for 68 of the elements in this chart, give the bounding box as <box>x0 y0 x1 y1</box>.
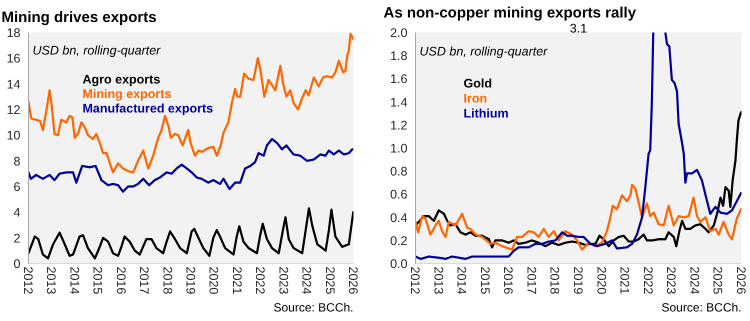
y-tick-label: 1.4 <box>390 95 408 110</box>
y-tick-label: 0 <box>14 257 21 271</box>
y-tick-label: 10 <box>6 128 21 143</box>
y-tick-label: 14 <box>6 77 21 92</box>
x-tick-label: 2025 <box>322 266 337 294</box>
x-tick-label: 2017 <box>524 266 538 294</box>
y-tick-label: 1.6 <box>390 72 408 86</box>
y-tick-label: 1.8 <box>390 49 408 64</box>
x-tick-label: 2022 <box>640 266 655 294</box>
x-tick-label: 2024 <box>300 266 314 294</box>
y-tick-label: 2 <box>14 231 21 246</box>
chart-title: As non-copper mining exports rally <box>384 4 637 22</box>
x-tick-label: 2021 <box>618 266 632 294</box>
y-tick-label: 4 <box>14 206 21 220</box>
x-tick-label: 2013 <box>431 266 446 294</box>
text: Lithium <box>464 106 509 120</box>
x-tick-label: 2012 <box>408 266 422 294</box>
line-series <box>28 32 354 174</box>
y-tick-label: 16 <box>6 52 21 66</box>
y-tick-label: 1.2 <box>390 118 408 132</box>
x-tick-label: 2019 <box>571 266 585 294</box>
y-tick-label: 8 <box>14 154 21 168</box>
series-label: Mining exports <box>82 87 172 101</box>
line-series <box>28 207 354 260</box>
x-tick-label: 2017 <box>137 266 152 294</box>
line-series <box>28 138 354 193</box>
x-tick-label: 2020 <box>594 266 608 294</box>
x-tick-label: 2019 <box>184 266 198 294</box>
y-tick-label: 0.4 <box>390 210 408 225</box>
x-tick-label: 2022 <box>253 266 268 294</box>
x-tick-label: 2015 <box>90 266 105 294</box>
y-tick-label: 2.0 <box>390 26 408 40</box>
annotation: USD bn, rolling-quarter <box>420 44 548 58</box>
text: Gold <box>464 76 492 90</box>
x-tick-label: 2016 <box>114 266 128 294</box>
annotation: USD bn, rolling-quarter <box>32 44 162 58</box>
x-tick-label: 2018 <box>160 266 174 294</box>
y-tick-label: 0.6 <box>390 188 408 202</box>
y-tick-label: 6 <box>14 180 21 194</box>
x-tick-label: 2024 <box>687 266 702 294</box>
x-tick-label: 2025 <box>710 266 725 294</box>
x-tick-label: 2014 <box>454 266 469 294</box>
line-series <box>416 184 742 251</box>
y-tick-label: 1.0 <box>390 142 408 156</box>
annotation: 3.1 <box>570 22 588 36</box>
chart-title: Mining drives exports <box>2 9 157 26</box>
y-tick-label: 12 <box>6 103 21 117</box>
x-tick-label: 2012 <box>21 266 35 294</box>
x-tick-label: 2018 <box>548 266 562 294</box>
x-tick-label: 2015 <box>478 266 492 294</box>
x-tick-label: 2016 <box>501 266 516 294</box>
x-tick-label: 2023 <box>276 266 290 294</box>
y-tick-label: 0.2 <box>390 234 408 248</box>
y-tick-label: 0.0 <box>390 257 408 271</box>
source-note: Source: BCCh. <box>661 300 742 314</box>
text: Manufactured exports <box>82 102 214 116</box>
x-tick-label: 2026 <box>734 266 748 294</box>
x-tick-label: 2021 <box>230 266 244 294</box>
source-note: Source: BCCh. <box>273 300 354 314</box>
x-tick-label: 2014 <box>67 266 82 294</box>
text: Agro exports <box>82 72 160 86</box>
x-tick-label: 2020 <box>206 266 221 294</box>
x-tick-label: 2026 <box>346 266 360 294</box>
y-tick-label: 0.8 <box>390 164 408 179</box>
y-tick-label: 18 <box>6 26 21 40</box>
x-tick-label: 2023 <box>664 266 678 294</box>
text: Iron <box>464 92 488 106</box>
x-tick-label: 2013 <box>44 266 58 294</box>
